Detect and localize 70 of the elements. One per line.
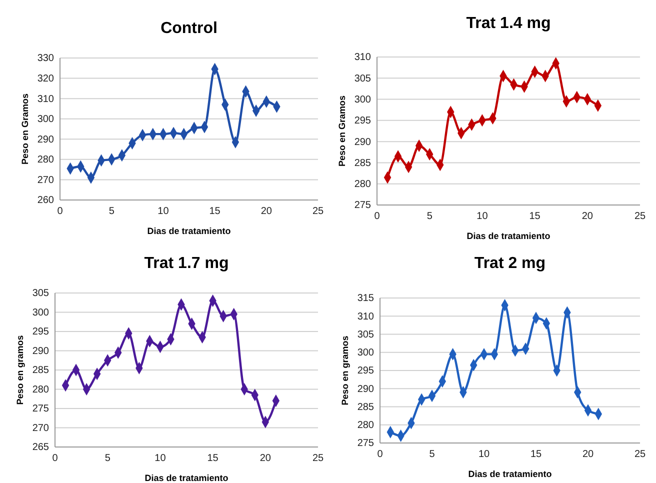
y-tick-label: 315	[357, 293, 374, 304]
chart-title: Trat 1.7 mg	[144, 255, 229, 272]
x-axis-title: Dias de tratamiento	[466, 231, 551, 241]
y-tick-label: 305	[357, 329, 374, 340]
y-tick-label: 280	[354, 179, 372, 190]
y-tick-label: 300	[354, 94, 372, 106]
chart-title: Control	[160, 20, 218, 37]
x-axis-title: Dias de tratamiento	[144, 473, 229, 483]
y-tick-label: 290	[32, 346, 50, 357]
y-tick-label: 300	[357, 348, 374, 359]
x-tick-label: 5	[104, 453, 111, 464]
chart-title: Trat 1.4 mg	[466, 15, 551, 32]
x-tick-label: 0	[374, 211, 380, 222]
y-tick-label: 260	[37, 195, 54, 206]
x-tick-label: 25	[312, 453, 324, 464]
x-axis-title: Dias de tratamiento	[147, 226, 232, 236]
y-tick-label: 280	[37, 154, 54, 166]
x-tick-label: 15	[529, 211, 541, 222]
x-tick-label: 20	[582, 211, 594, 222]
y-tick-label: 330	[37, 53, 54, 64]
y-tick-label: 305	[32, 288, 50, 300]
y-tick-label: 290	[357, 384, 374, 395]
y-tick-label: 295	[32, 326, 50, 338]
x-tick-label: 10	[158, 206, 170, 218]
y-tick-label: 295	[357, 366, 374, 377]
y-tick-label: 300	[37, 114, 54, 126]
y-axis-title: Peso en gramos	[15, 335, 25, 405]
x-tick-label: 0	[52, 453, 58, 464]
x-tick-label: 15	[209, 206, 221, 218]
x-tick-label: 15	[207, 453, 219, 464]
x-tick-label: 0	[377, 449, 384, 460]
y-tick-label: 285	[357, 402, 374, 413]
x-tick-label: 0	[57, 206, 64, 218]
x-axis-title: Dias de tratamiento	[468, 469, 552, 479]
chart-title: Trat 2 mg	[474, 255, 546, 272]
y-tick-label: 310	[37, 94, 54, 105]
x-tick-label: 20	[260, 453, 272, 464]
x-tick-label: 10	[154, 453, 166, 464]
y-tick-label: 280	[32, 384, 50, 396]
y-tick-label: 280	[357, 420, 374, 432]
y-tick-label: 295	[354, 116, 372, 127]
y-tick-label: 310	[354, 52, 372, 64]
x-tick-label: 5	[429, 449, 436, 460]
y-tick-label: 285	[32, 365, 50, 376]
y-tick-label: 290	[354, 136, 372, 148]
x-tick-label: 10	[476, 211, 488, 222]
y-tick-label: 270	[37, 174, 54, 186]
x-tick-label: 20	[582, 449, 594, 460]
y-axis-title: Peso en Gramos	[20, 93, 30, 165]
y-tick-label: 270	[32, 422, 50, 434]
y-tick-label: 290	[37, 134, 54, 146]
y-tick-label: 310	[357, 311, 374, 322]
y-tick-label: 265	[32, 442, 50, 454]
y-tick-label: 275	[357, 438, 374, 450]
x-tick-label: 5	[108, 206, 115, 218]
x-tick-label: 10	[478, 449, 490, 460]
y-tick-label: 275	[354, 200, 372, 212]
y-tick-label: 305	[354, 73, 372, 84]
x-tick-label: 25	[312, 206, 324, 218]
x-tick-label: 5	[426, 211, 433, 222]
y-axis-title: Peso en Gramos	[337, 95, 347, 167]
y-tick-label: 285	[354, 158, 372, 169]
x-tick-label: 25	[634, 211, 646, 222]
x-tick-label: 15	[530, 449, 542, 460]
y-tick-label: 320	[37, 73, 54, 84]
y-axis-title: Peso en gramos	[340, 336, 350, 406]
x-tick-label: 25	[634, 449, 646, 460]
y-tick-label: 275	[32, 404, 50, 415]
y-tick-label: 300	[32, 307, 50, 318]
x-tick-label: 20	[260, 206, 272, 218]
